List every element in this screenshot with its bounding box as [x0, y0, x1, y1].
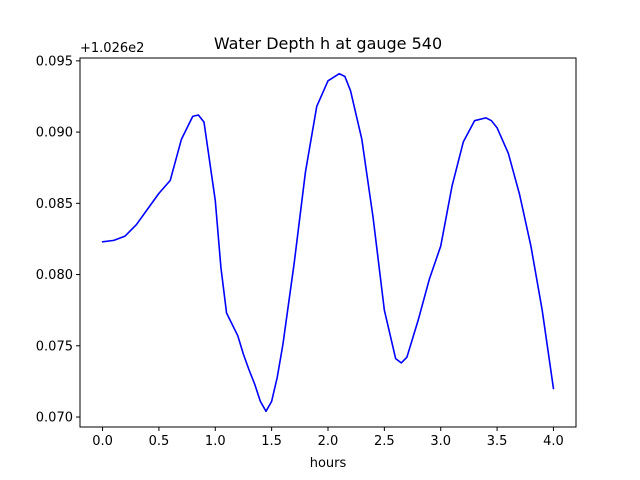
x-tick-label: 4.0	[543, 434, 564, 449]
series-line-0	[101, 72, 555, 413]
x-tick-label: 2.0	[318, 434, 339, 449]
x-tick-label: 2.5	[374, 434, 395, 449]
x-tick-label: 0.0	[92, 434, 113, 449]
x-tick-label: 3.0	[430, 434, 451, 449]
y-tick-label: 0.090	[36, 126, 73, 141]
y-tick-label: 0.075	[36, 339, 73, 354]
x-tick-label: 3.5	[487, 434, 508, 449]
x-tick-label: 1.0	[205, 434, 226, 449]
y-tick-label: 0.095	[36, 54, 73, 69]
y-tick-label: 0.080	[36, 268, 73, 283]
x-tick-label: 1.5	[261, 434, 282, 449]
y-tick-label: 0.070	[36, 411, 73, 426]
y-offset-label: +1.026e2	[80, 41, 144, 56]
plot-area: 0.0 0.5 1.0 1.5 2.0 2.5 3.0 3.5 4.0 0.070 0.075 0.0…	[36, 54, 577, 449]
y-tick-label: 0.085	[36, 197, 73, 212]
x-tick-label: 0.5	[149, 434, 170, 449]
x-axis-label: hours	[310, 456, 347, 471]
chart-title: Water Depth h at gauge 540	[214, 34, 442, 53]
